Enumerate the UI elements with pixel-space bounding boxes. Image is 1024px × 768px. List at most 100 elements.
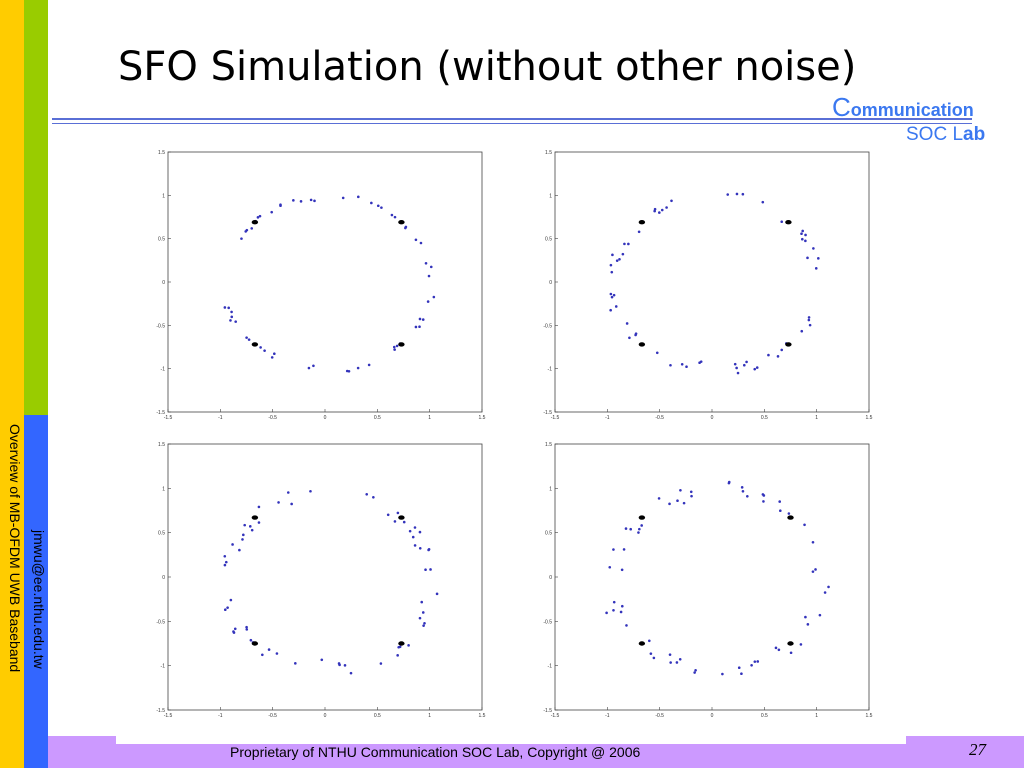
- x-tick-label: 0: [324, 415, 327, 421]
- data-point: [740, 486, 744, 489]
- data-point: [655, 351, 659, 355]
- data-point: [750, 663, 753, 667]
- data-point: [393, 215, 397, 219]
- data-point: [804, 239, 807, 243]
- data-point: [277, 501, 280, 504]
- scatter-plot-3: -1.5 -1 -0.5 0 0.5 1 1.5 1.5 1 0.5 0 -0.5 -1 -1.5: [156, 442, 485, 719]
- data-point: [421, 611, 425, 614]
- data-point: [801, 229, 804, 233]
- data-point: [694, 668, 697, 672]
- y-tick-label: -0.5: [543, 619, 552, 625]
- constellation-point: [398, 515, 405, 520]
- data-point: [605, 611, 608, 615]
- data-point: [386, 513, 390, 517]
- data-point: [248, 525, 252, 528]
- data-point: [393, 520, 397, 523]
- y-tick-label: -1: [161, 367, 166, 373]
- constellation-point: [787, 515, 794, 520]
- data-point: [620, 604, 624, 608]
- data-point: [292, 199, 295, 202]
- data-point: [610, 295, 614, 299]
- y-tick-label: 0: [549, 575, 552, 581]
- data-point: [393, 348, 396, 351]
- y-tick-label: 1: [549, 486, 552, 492]
- data-point: [608, 565, 612, 569]
- data-point: [740, 672, 743, 676]
- data-point: [229, 319, 232, 322]
- data-point: [778, 500, 781, 503]
- data-point: [669, 661, 672, 664]
- data-point: [806, 256, 809, 260]
- data-point: [429, 568, 432, 571]
- data-point: [811, 570, 815, 573]
- data-point: [689, 490, 693, 494]
- data-point: [737, 666, 741, 670]
- data-point: [257, 521, 261, 524]
- data-point: [622, 548, 626, 551]
- slide-title: SFO Simulation (without other noise): [118, 44, 857, 90]
- data-point: [422, 624, 425, 627]
- scatter-plot-2: -1.5 -1 -0.5 0 0.5 1 1.5 1.5 1 0.5 0 -0.5 -1 -1.5: [543, 150, 873, 421]
- x-tick-label: 1.5: [479, 415, 486, 421]
- data-point: [801, 237, 804, 241]
- data-point: [789, 651, 793, 655]
- data-point: [736, 371, 740, 375]
- data-point: [761, 200, 765, 204]
- data-point: [741, 192, 745, 196]
- data-point: [612, 600, 616, 604]
- data-point: [804, 233, 807, 237]
- data-point: [668, 502, 671, 506]
- scatter-plot-1: -1.5 -1 -0.5 0 0.5 1 1.5 1.5 1 0.5 0 -0.5 -1 -1.5: [156, 150, 486, 421]
- plot-frame: [554, 443, 870, 711]
- constellation-point: [398, 220, 405, 225]
- data-point: [753, 660, 757, 663]
- data-point: [404, 225, 408, 229]
- x-tick-label: -1.5: [164, 415, 173, 421]
- x-tick-label: 0.5: [374, 415, 381, 421]
- data-point: [258, 214, 262, 218]
- x-tick-label: 1: [815, 415, 818, 421]
- data-point: [312, 364, 315, 368]
- data-point: [270, 210, 274, 214]
- data-point: [414, 325, 418, 329]
- data-point: [780, 348, 784, 352]
- y-tick-label: 0: [549, 280, 552, 286]
- x-tick-label: 1.5: [866, 415, 873, 421]
- data-point: [808, 323, 812, 327]
- data-point: [356, 366, 360, 370]
- data-point: [347, 369, 351, 373]
- title-rule: [52, 118, 972, 120]
- data-point: [408, 529, 412, 533]
- title-rule-thin: [52, 123, 972, 124]
- data-point: [279, 203, 282, 207]
- data-point: [419, 241, 423, 245]
- data-point: [273, 352, 276, 355]
- data-point: [427, 274, 431, 278]
- constellation-point: [638, 641, 646, 646]
- data-point: [396, 654, 399, 657]
- data-point: [411, 535, 415, 539]
- data-point: [807, 316, 811, 319]
- data-point: [721, 672, 724, 676]
- data-point: [625, 624, 628, 627]
- x-tick-label: -0.5: [268, 415, 277, 421]
- x-tick-label: -1.5: [551, 713, 560, 719]
- constellation-point: [398, 342, 405, 347]
- y-tick-label: 1.5: [158, 442, 165, 448]
- data-point: [780, 220, 784, 224]
- data-point: [629, 527, 633, 531]
- data-point: [612, 293, 616, 297]
- data-point: [624, 527, 628, 530]
- data-point: [634, 333, 637, 337]
- logo-initial: C: [832, 92, 851, 122]
- data-point: [223, 306, 227, 309]
- data-point: [767, 353, 770, 357]
- data-point: [779, 509, 782, 513]
- y-tick-label: 1: [549, 193, 552, 199]
- y-tick-label: -1: [548, 367, 553, 373]
- data-point: [745, 360, 748, 364]
- data-point: [774, 646, 778, 650]
- data-point: [648, 639, 651, 643]
- data-point: [678, 658, 682, 661]
- data-point: [380, 206, 383, 209]
